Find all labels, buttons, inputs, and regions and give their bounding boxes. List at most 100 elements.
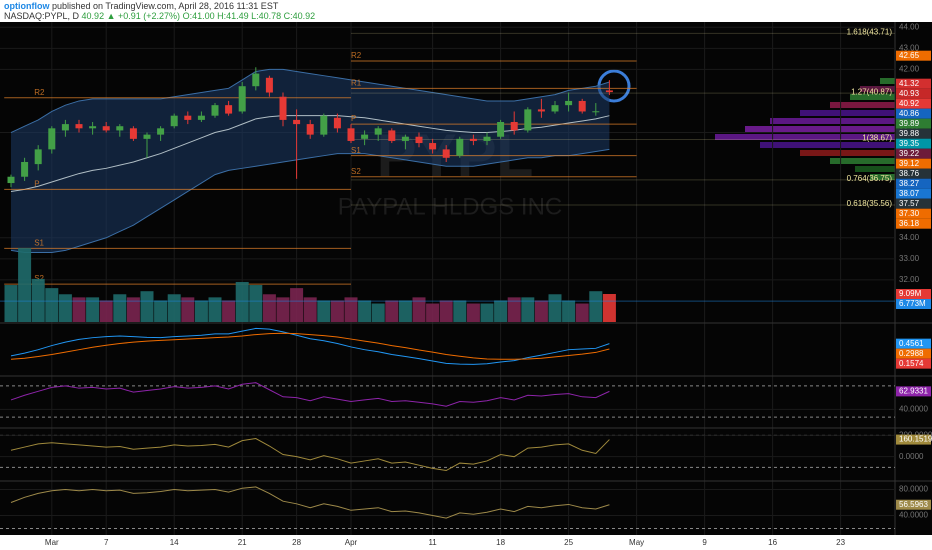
candle-body <box>279 96 287 120</box>
price-label: 37.30 <box>899 209 920 218</box>
candle-body <box>157 128 165 135</box>
indicator-line <box>10 327 610 365</box>
candle-body <box>143 134 151 139</box>
price-label: 40.92 <box>899 99 920 108</box>
price-label-box <box>896 188 931 199</box>
x-tick-label: May <box>629 538 644 547</box>
candle-body <box>184 115 192 120</box>
last: 40.92 <box>81 11 105 21</box>
price-label-box <box>896 98 931 109</box>
candle-body <box>565 100 573 106</box>
x-tick-label: 16 <box>768 538 777 547</box>
volume-bar <box>303 297 317 322</box>
x-tick-label: 11 <box>428 538 437 547</box>
candle-body <box>197 115 205 120</box>
pivot-label: S2 <box>351 167 361 176</box>
x-tick-label: 14 <box>170 538 179 547</box>
fib-label: 1.27(40.87) <box>851 87 892 96</box>
candle-body <box>469 138 477 141</box>
candle-body <box>333 117 341 129</box>
candle-body <box>116 126 124 131</box>
price-label: 39.88 <box>899 129 920 138</box>
volume-profile <box>715 78 895 180</box>
price-label-box <box>896 108 931 119</box>
price-label-box <box>896 118 931 129</box>
price-label: 40.86 <box>899 109 920 118</box>
y-tick-label: 0.0000 <box>899 452 924 461</box>
volume-bar <box>113 294 127 322</box>
indicator-last-label: 160.1519 <box>899 435 932 444</box>
symbol-line: NASDAQ:PYPL, D 40.92 ▲ +0.91 (+2.27%) O:… <box>4 11 928 21</box>
price-label: 39.12 <box>899 159 920 168</box>
volume-bar <box>507 297 521 322</box>
candle-body <box>442 149 450 158</box>
price-label-box <box>896 148 931 159</box>
price-label: 41.32 <box>899 79 920 88</box>
y-tick-label: 34.00 <box>899 233 920 242</box>
price-label-box <box>896 178 931 189</box>
volume-bar <box>208 297 222 322</box>
published: published on TradingView.com, April 28, … <box>52 1 279 11</box>
candle-body <box>537 109 545 112</box>
pivot-label: P <box>34 179 39 188</box>
price-label: 42.65 <box>899 51 920 60</box>
price-label: 38.27 <box>899 179 920 188</box>
price-label-box <box>896 50 931 61</box>
indicator-line <box>10 486 610 519</box>
volume-bar <box>45 288 59 322</box>
x-tick-label: 7 <box>104 538 109 547</box>
volume-bar <box>72 297 86 322</box>
price-label: 37.57 <box>899 199 920 208</box>
profile-bar <box>870 174 895 180</box>
candle-body <box>211 105 219 116</box>
symbol: NASDAQ:PYPL, D <box>4 11 80 21</box>
volume-bar <box>466 303 480 322</box>
profile-bar <box>745 126 895 132</box>
price-label: 36.18 <box>899 219 920 228</box>
candle-body <box>225 105 233 114</box>
y-tick-label: 40.0000 <box>899 404 928 413</box>
volume-bar <box>31 278 45 322</box>
candle-body <box>34 149 42 165</box>
indicator-last-label-box <box>896 434 931 445</box>
candle-body <box>483 136 491 141</box>
price-label: 39.89 <box>899 119 920 128</box>
volume-bar <box>249 285 263 322</box>
candle-body <box>347 128 355 141</box>
candle-body <box>306 124 314 135</box>
pivot-label: S1 <box>34 238 44 247</box>
indicator-line <box>10 332 610 360</box>
indicator-marker-label: 0.1574 <box>899 359 924 368</box>
x-axis-strip <box>0 535 932 550</box>
price-label-box <box>896 88 931 99</box>
indicator-line <box>10 438 610 472</box>
price-label: 39.35 <box>899 139 920 148</box>
x-tick-label: 21 <box>238 538 247 547</box>
volume-bar <box>290 288 304 322</box>
volume-last-label-box <box>896 289 931 300</box>
price-label-box <box>896 168 931 179</box>
volume-bar <box>167 294 181 322</box>
band-middle <box>10 115 610 192</box>
volume-bar <box>181 297 195 322</box>
profile-bar <box>855 166 895 172</box>
indicator-last-label-box <box>896 338 931 349</box>
profile-bar <box>770 118 895 124</box>
volume-bar <box>494 300 508 322</box>
volume-bar <box>126 297 140 322</box>
candle-body <box>456 138 464 156</box>
author[interactable]: optionflow <box>4 1 50 11</box>
volume-bar <box>412 297 426 322</box>
candle-body <box>401 136 409 141</box>
volume-bar <box>58 294 72 322</box>
fib-label: 1(38.67) <box>862 134 892 143</box>
indicator-last-label: 62.9331 <box>899 386 928 395</box>
y-tick-label: 80.0000 <box>899 485 928 494</box>
x-tick-label: 28 <box>292 538 301 547</box>
volume-bar <box>385 300 399 322</box>
price-label: 39.22 <box>899 149 920 158</box>
volume-bar <box>262 294 276 322</box>
volume-bar <box>575 303 589 322</box>
profile-bar <box>830 158 895 164</box>
